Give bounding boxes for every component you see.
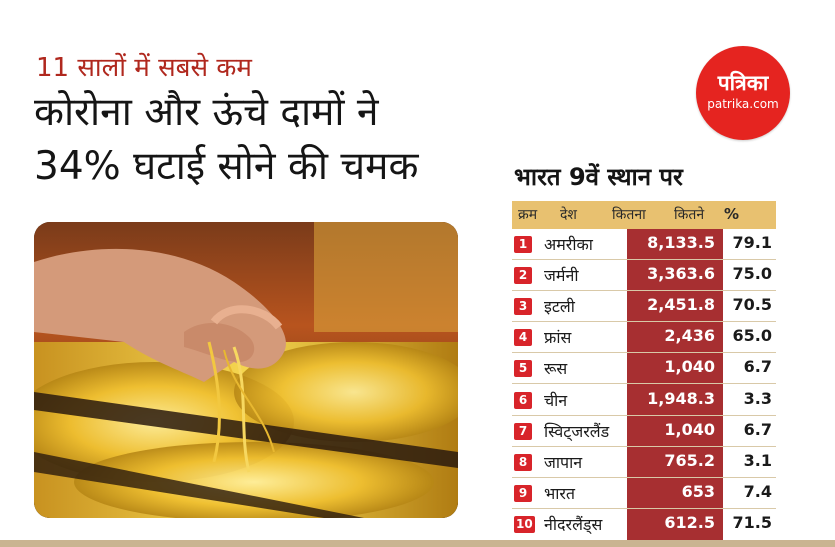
bottom-border	[0, 540, 835, 547]
percent-value: 3.1	[743, 450, 772, 470]
amount-value: 3,363.6	[647, 264, 715, 284]
rank-badge: 7	[514, 422, 532, 440]
header-rank: क्रम	[518, 207, 538, 223]
country-name: भारत	[544, 483, 576, 503]
amount-value: 2,436	[664, 326, 715, 346]
country-name: अमरीका	[544, 235, 593, 254]
table-row: 1 अमरीका 8,133.5 79.1	[512, 229, 776, 260]
percent-value: 3.3	[743, 388, 772, 408]
header-country: देश	[560, 207, 577, 223]
table-row: 2 जर्मनी 3,363.6 75.0	[512, 260, 776, 292]
table-row: 3 इटली 2,451.8 70.5	[512, 291, 776, 323]
country-name: स्विट्जरलैंड	[544, 421, 610, 441]
headline: कोरोना और ऊंचे दामों ने 34% घटाई सोने की…	[34, 86, 418, 194]
row-divider	[512, 321, 776, 323]
country-name: इटली	[544, 297, 575, 317]
percent-value: 65.0	[732, 326, 772, 346]
rank-badge: 8	[514, 453, 532, 471]
amount-value: 1,040	[664, 419, 715, 439]
logo-url: patrika.com	[707, 97, 779, 111]
amount-value: 765.2	[664, 450, 715, 470]
row-divider	[512, 259, 776, 260]
row-divider	[512, 507, 776, 509]
percent-value: 7.4	[743, 481, 772, 501]
amount-value: 1,948.3	[647, 388, 715, 408]
table-row: 6 चीन 1,948.3 3.3	[512, 385, 776, 416]
rank-badge: 3	[514, 298, 532, 316]
table-row: 7 स्विट्जरलैंड 1,040 6.7	[512, 416, 776, 447]
rank-badge: 4	[514, 329, 532, 347]
rank-badge: 1	[514, 236, 532, 253]
country-name: जापान	[544, 452, 583, 472]
country-name: नीदरलैंड्स	[544, 514, 603, 534]
table-title: भारत 9वें स्थान पर	[514, 163, 683, 191]
percent-value: 70.5	[732, 295, 772, 315]
header-pct: %	[724, 205, 740, 223]
table-row: 9 भारत 653 7.4	[512, 478, 776, 509]
percent-value: 6.7	[743, 419, 772, 439]
rank-badge: 6	[514, 391, 532, 409]
country-name: चीन	[544, 390, 568, 410]
table-row: 5 रूस 1,040 6.7	[512, 353, 776, 385]
country-name: रूस	[544, 359, 568, 379]
rank-badge: 2	[514, 267, 532, 285]
rank-badge: 9	[514, 484, 532, 502]
country-name: फ्रांस	[544, 328, 572, 348]
table-row: 8 जापान 765.2 3.1	[512, 447, 776, 478]
row-divider	[512, 352, 776, 354]
table-header: क्रम देश कितना कितने %	[512, 201, 776, 229]
amount-value: 1,040	[664, 357, 715, 377]
amount-value: 2,451.8	[647, 295, 715, 315]
amount-value: 8,133.5	[647, 233, 715, 252]
gold-jewellery-photo	[34, 222, 458, 518]
amount-value: 653	[681, 481, 715, 501]
rank-badge: 5	[514, 360, 532, 378]
rank-badge: 10	[514, 515, 535, 533]
row-divider	[512, 476, 776, 478]
amount-column-background	[627, 229, 723, 540]
row-divider	[512, 290, 776, 292]
headline-line-1: कोरोना और ऊंचे दामों ने	[34, 90, 379, 135]
kicker-text: 11 सालों में सबसे कम	[36, 53, 252, 83]
logo-name: पत्रिका	[717, 71, 769, 95]
percent-value: 6.7	[743, 357, 772, 377]
percent-value: 71.5	[732, 512, 772, 532]
percent-value: 79.1	[732, 233, 772, 252]
table-row: 10 नीदरलैंड्स 612.5 71.5	[512, 509, 776, 540]
row-divider	[512, 383, 776, 385]
headline-line-2: 34% घटाई सोने की चमक	[34, 144, 419, 189]
amount-value: 612.5	[664, 512, 715, 532]
country-name: जर्मनी	[544, 266, 579, 286]
header-share: कितने	[674, 207, 705, 223]
percent-value: 75.0	[732, 264, 772, 284]
patrika-logo: पत्रिका patrika.com	[696, 46, 790, 140]
row-divider	[512, 445, 776, 447]
header-amount: कितना	[612, 207, 646, 223]
table-row: 4 फ्रांस 2,436 65.0	[512, 322, 776, 354]
row-divider	[512, 414, 776, 416]
